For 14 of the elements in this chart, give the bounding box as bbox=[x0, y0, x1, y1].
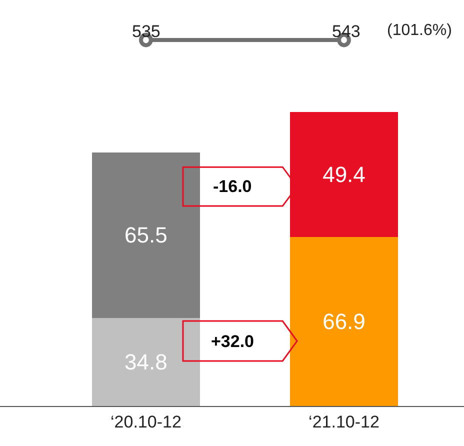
data-label: 65.5 bbox=[124, 222, 168, 248]
bar bbox=[290, 236, 398, 406]
x-tick-label: ‘20.10-12 bbox=[110, 412, 182, 432]
data-label: 34.8 bbox=[124, 350, 168, 375]
data-label: 66.9 bbox=[322, 308, 366, 334]
annotation: +32.0 bbox=[211, 332, 254, 351]
x-tick-label: ‘21.10-12 bbox=[308, 412, 380, 432]
text: 535 bbox=[132, 22, 160, 41]
text: (101.6%) bbox=[387, 22, 452, 39]
bar bbox=[92, 318, 200, 406]
annotation: -16.0 bbox=[213, 177, 252, 196]
bar bbox=[92, 152, 200, 318]
data-label: 49.4 bbox=[322, 162, 366, 187]
text: 543 bbox=[332, 22, 360, 41]
